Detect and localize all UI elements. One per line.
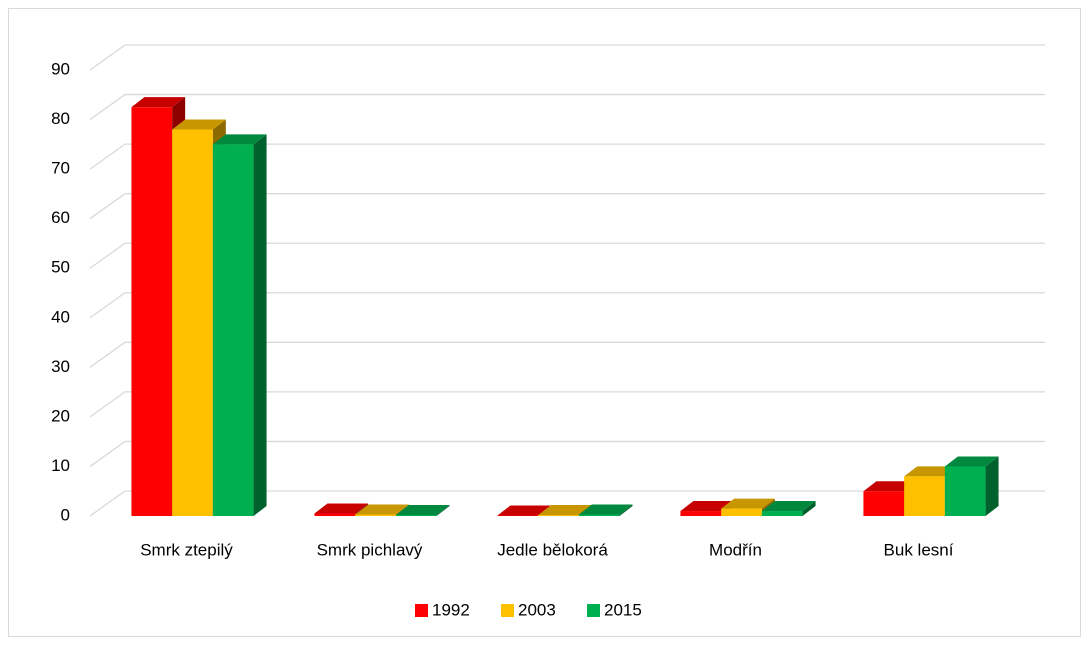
grid-line xyxy=(89,193,1045,220)
grid-line xyxy=(89,143,1045,170)
bar xyxy=(944,466,986,516)
bar-top xyxy=(212,134,267,145)
bar xyxy=(680,511,722,516)
y-tick-label: 90 xyxy=(51,59,70,78)
bar xyxy=(314,513,356,516)
legend-label: 2015 xyxy=(604,600,642,619)
bar-top xyxy=(131,97,186,108)
bar-top xyxy=(395,505,450,516)
y-tick-label: 70 xyxy=(51,159,70,178)
bar xyxy=(212,144,254,517)
y-tick-label: 30 xyxy=(51,357,70,376)
bar-side xyxy=(802,501,816,516)
y-tick-label: 40 xyxy=(51,307,70,326)
bar-top xyxy=(172,119,226,130)
grid-line xyxy=(89,44,1045,71)
bar xyxy=(395,515,437,516)
bar xyxy=(761,511,803,516)
grid-line xyxy=(89,440,1045,467)
bar-top xyxy=(497,505,552,516)
bar xyxy=(904,476,945,516)
legend-label: 2003 xyxy=(518,600,556,619)
bar-top xyxy=(578,504,633,515)
legend-swatch xyxy=(501,604,514,617)
bar xyxy=(131,107,173,517)
y-tick-label: 80 xyxy=(51,109,70,128)
bar-side xyxy=(619,504,633,516)
grid-line xyxy=(89,490,1045,517)
bar-top xyxy=(538,505,592,516)
y-tick-label: 50 xyxy=(51,258,70,277)
bar-side xyxy=(253,134,267,517)
grid-line xyxy=(89,292,1045,319)
bar-top xyxy=(761,501,816,512)
bar xyxy=(355,514,396,516)
bar-side xyxy=(985,456,999,516)
bar xyxy=(721,508,762,516)
bar-top xyxy=(904,466,958,477)
grid-line xyxy=(89,242,1045,269)
bar-top xyxy=(314,503,369,514)
x-tick-label: Smrk pichlavý xyxy=(317,540,423,559)
x-tick-label: Jedle bělokorá xyxy=(497,540,608,559)
bar xyxy=(863,491,905,516)
y-tick-label: 0 xyxy=(61,505,70,524)
legend-label: 1992 xyxy=(432,600,470,619)
bar-top xyxy=(680,501,735,512)
legend-swatch xyxy=(415,604,428,617)
bar-top xyxy=(863,481,918,492)
x-tick-label: Smrk ztepilý xyxy=(140,540,233,559)
grid-line xyxy=(89,341,1045,368)
bar-side xyxy=(436,505,450,516)
bar xyxy=(172,129,213,516)
y-tick-label: 10 xyxy=(51,456,70,475)
bar-top xyxy=(721,498,775,509)
grid-line xyxy=(89,391,1045,418)
bar xyxy=(538,515,579,516)
y-tick-label: 20 xyxy=(51,406,70,425)
grid-line xyxy=(89,93,1045,121)
legend-swatch xyxy=(587,604,600,617)
x-tick-label: Buk lesní xyxy=(884,540,954,559)
bar-top xyxy=(944,456,999,467)
bar-top xyxy=(355,504,409,515)
bar xyxy=(578,514,620,516)
y-tick-label: 60 xyxy=(51,208,70,227)
x-tick-label: Modřín xyxy=(709,540,762,559)
